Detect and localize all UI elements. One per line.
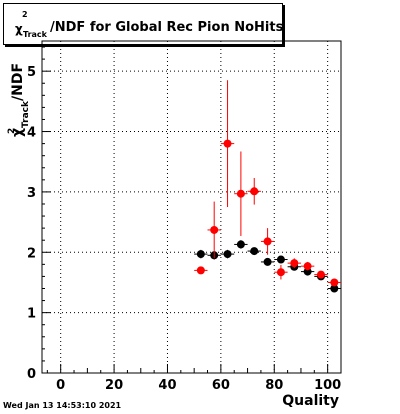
y-tick-label: 1 <box>27 307 36 322</box>
title-chi-symbol: χ <box>15 22 23 36</box>
x-tick-label: 80 <box>265 378 283 393</box>
data-point <box>276 268 285 277</box>
chart-title-box: χ 2 Track /NDF for Global Rec Pion NoHit… <box>3 3 283 45</box>
y-tick-label: 2 <box>27 246 36 261</box>
y-tick-label: 3 <box>27 186 36 201</box>
data-point <box>223 139 232 148</box>
data-point <box>196 266 205 275</box>
data-point <box>250 187 259 196</box>
data-point <box>236 240 245 249</box>
data-point <box>290 259 299 268</box>
data-point <box>210 225 219 234</box>
data-point <box>236 189 245 198</box>
data-marks <box>194 80 341 293</box>
data-point <box>316 270 325 279</box>
axes: 0 20 40 60 80 100 0 1 2 3 4 5 <box>27 46 342 393</box>
data-point <box>330 284 339 293</box>
data-point <box>223 250 232 259</box>
data-point <box>330 278 339 287</box>
y-tick-label: 4 <box>27 126 36 141</box>
y-tick-label: 5 <box>27 65 36 80</box>
data-point <box>196 250 205 259</box>
data-point <box>263 257 272 266</box>
data-point <box>303 262 312 271</box>
data-point <box>250 247 259 256</box>
plot-frame <box>41 40 342 374</box>
grid-lines <box>42 41 341 374</box>
x-tick-label: 100 <box>314 378 341 393</box>
series-1 <box>194 80 341 287</box>
y-label-sub: Track <box>21 100 31 128</box>
timestamp-footer: Wed Jan 13 14:53:10 2021 <box>3 401 122 410</box>
x-tick-label: 40 <box>158 378 176 393</box>
x-axis-label: Quality <box>282 393 339 409</box>
chart-title: /NDF for Global Rec Pion NoHits <box>50 20 284 35</box>
title-superscript: 2 <box>22 10 28 19</box>
svg-text:χTrack/NDF: χTrack/NDF <box>10 63 31 137</box>
y-tick-label: 0 <box>27 367 36 382</box>
data-point <box>263 237 272 246</box>
y-label-sup: 2 <box>7 128 17 134</box>
y-label-chi: χ <box>10 128 26 137</box>
y-axis-label: χTrack/NDF 2 <box>7 63 31 137</box>
x-tick-label: 0 <box>56 378 65 393</box>
y-label-rest: /NDF <box>10 63 26 101</box>
x-tick-label: 60 <box>212 378 230 393</box>
data-point <box>276 255 285 264</box>
x-tick-label: 20 <box>105 378 123 393</box>
title-subscript: Track <box>23 30 47 39</box>
